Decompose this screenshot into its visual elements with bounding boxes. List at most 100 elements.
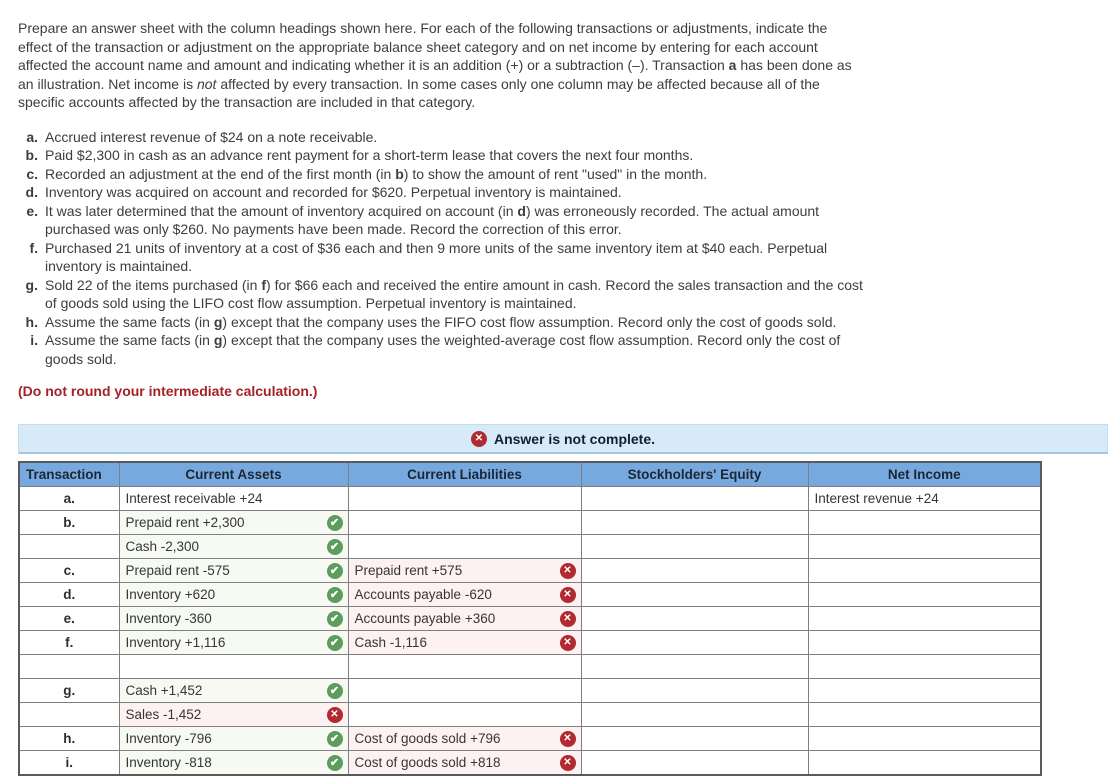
answer-cell[interactable]	[347, 510, 582, 535]
table-row: d. Inventory +620 ✔ Accounts payable -620…	[18, 582, 1042, 607]
x-icon: ✕	[559, 754, 576, 771]
check-icon: ✔	[326, 634, 343, 651]
answer-cell[interactable]	[580, 558, 809, 583]
table-row: b. Prepaid rent +2,300 ✔	[18, 510, 1042, 535]
intro-text: Prepare an answer sheet with the column …	[18, 20, 828, 36]
transaction-label: c.	[18, 558, 120, 583]
list-item-f: f. Purchased 21 units of inventory at a c…	[18, 239, 1108, 276]
check-icon: ✔	[326, 682, 343, 699]
intro-text: an illustration. Net income is	[18, 75, 197, 92]
x-icon: ✕	[559, 586, 576, 603]
intro-line: effect of the transaction or adjustment …	[18, 38, 1108, 57]
answer-cell[interactable]: Inventory -818 ✔	[118, 750, 349, 776]
x-circle-icon: ✕	[470, 430, 487, 447]
answer-text: Interest receivable +24	[125, 491, 263, 506]
answer-cell[interactable]: Prepaid rent -575 ✔	[118, 558, 349, 583]
table-row: Sales -1,452 ✕	[18, 702, 1042, 727]
answer-cell[interactable]	[807, 582, 1042, 607]
intro-line: an illustration. Net income is not affec…	[18, 75, 1108, 94]
answer-cell[interactable]	[347, 654, 582, 679]
answer-cell[interactable]	[580, 726, 809, 751]
rounding-note: (Do not round your intermediate calculat…	[18, 383, 318, 399]
answer-cell[interactable]	[580, 534, 809, 559]
item-marker: d.	[25, 184, 38, 200]
answer-sheet-table: Transaction Current Assets Current Liabi…	[18, 461, 1042, 776]
item-text: Accrued interest revenue of $24 on a not…	[45, 128, 378, 145]
answer-cell[interactable]: Inventory -360 ✔	[118, 606, 349, 631]
answer-cell[interactable]	[580, 606, 809, 631]
item-marker: f.	[29, 239, 38, 256]
intro-line: affected the account name and amount and…	[18, 56, 1108, 75]
answer-cell[interactable]: Sales -1,452 ✕	[118, 702, 349, 727]
answer-cell[interactable]	[580, 582, 809, 607]
item-text: It was later determined that the amount …	[45, 202, 820, 238]
answer-text: Inventory +1,116	[125, 635, 226, 650]
answer-cell[interactable]: Cost of goods sold +818 ✕	[347, 750, 582, 776]
list-item-c: c. Recorded an adjustment at the end of t…	[18, 165, 1108, 184]
x-icon: ✕	[559, 730, 576, 747]
answer-cell[interactable]	[580, 630, 809, 655]
answer-text: Inventory +620	[125, 587, 216, 602]
intro-text: has been done as	[736, 57, 852, 73]
answer-cell[interactable]	[807, 726, 1042, 751]
answer-cell[interactable]: Cost of goods sold +796 ✕	[347, 726, 582, 751]
problem-statement: Prepare an answer sheet with the column …	[18, 19, 1108, 112]
answer-cell[interactable]	[118, 654, 349, 679]
answer-cell[interactable]: Cash +1,452 ✔	[118, 678, 349, 703]
answer-cell[interactable]	[347, 678, 582, 703]
answer-text: Prepaid rent +2,300	[125, 515, 245, 530]
answer-cell[interactable]	[807, 678, 1042, 703]
answer-cell[interactable]	[580, 702, 809, 727]
answer-cell[interactable]: Prepaid rent +575 ✕	[347, 558, 582, 583]
answer-text: Cost of goods sold +818	[354, 755, 501, 770]
intro-italic: not	[196, 75, 217, 92]
answer-text: Interest revenue +24	[814, 491, 939, 506]
intro-bold-ref: a	[728, 57, 737, 73]
transaction-label: h.	[18, 726, 120, 751]
answer-cell[interactable]	[807, 606, 1042, 631]
item-text: Sold 22 of the items purchased (in f) fo…	[45, 276, 863, 312]
answer-cell[interactable]	[347, 486, 582, 511]
problem-content: Prepare an answer sheet with the column …	[18, 19, 1108, 399]
transaction-label	[18, 654, 120, 679]
answer-text: Cash -2,300	[125, 539, 200, 554]
answer-cell[interactable]: Accounts payable -620 ✕	[347, 582, 582, 607]
answer-cell[interactable]	[807, 630, 1042, 655]
item-marker: c.	[26, 165, 38, 182]
answer-cell[interactable]	[807, 558, 1042, 583]
answer-cell[interactable]	[580, 486, 809, 511]
answer-cell[interactable]: Inventory -796 ✔	[118, 726, 349, 751]
answer-cell[interactable]: Accounts payable +360 ✕	[347, 606, 582, 631]
item-text: Recorded an adjustment at the end of the…	[45, 165, 708, 182]
answer-cell[interactable]	[807, 534, 1042, 559]
answer-cell[interactable]	[580, 654, 809, 679]
answer-cell[interactable]: Cash -2,300 ✔	[118, 534, 349, 559]
answer-cell[interactable]: Prepaid rent +2,300 ✔	[118, 510, 349, 535]
table-row: i. Inventory -818 ✔ Cost of goods sold +8…	[18, 750, 1042, 776]
x-icon: ✕	[559, 562, 576, 579]
answer-cell[interactable]: Interest revenue +24	[807, 486, 1042, 511]
answer-cell[interactable]	[580, 510, 809, 535]
answer-cell[interactable]	[807, 510, 1042, 535]
answer-cell[interactable]: Cash -1,116 ✕	[347, 630, 582, 655]
transaction-label: b.	[18, 510, 120, 535]
item-marker: h.	[25, 313, 38, 330]
item-text: Assume the same facts (in g) except that…	[45, 313, 837, 330]
answer-cell[interactable]: Interest receivable +24	[118, 486, 349, 511]
answer-cell[interactable]	[347, 534, 582, 559]
answer-cell[interactable]	[807, 702, 1042, 727]
intro-text: specific accounts affected by the transa…	[18, 94, 476, 110]
list-item-b: b. Paid $2,300 in cash as an advance rent…	[18, 146, 1108, 165]
item-marker: e.	[26, 202, 38, 219]
answer-cell[interactable]	[807, 750, 1042, 776]
item-marker: b.	[25, 147, 38, 163]
answer-cell[interactable]	[580, 678, 809, 703]
answer-cell[interactable]: Inventory +620 ✔	[118, 582, 349, 607]
answer-cell[interactable]	[580, 750, 809, 776]
transaction-label: f.	[18, 630, 120, 655]
answer-text: Cash +1,452	[125, 683, 203, 698]
answer-cell[interactable]	[807, 654, 1042, 679]
list-item-e: e. It was later determined that the amoun…	[18, 202, 1108, 239]
answer-cell[interactable]	[347, 702, 582, 727]
answer-cell[interactable]: Inventory +1,116 ✔	[118, 630, 349, 655]
